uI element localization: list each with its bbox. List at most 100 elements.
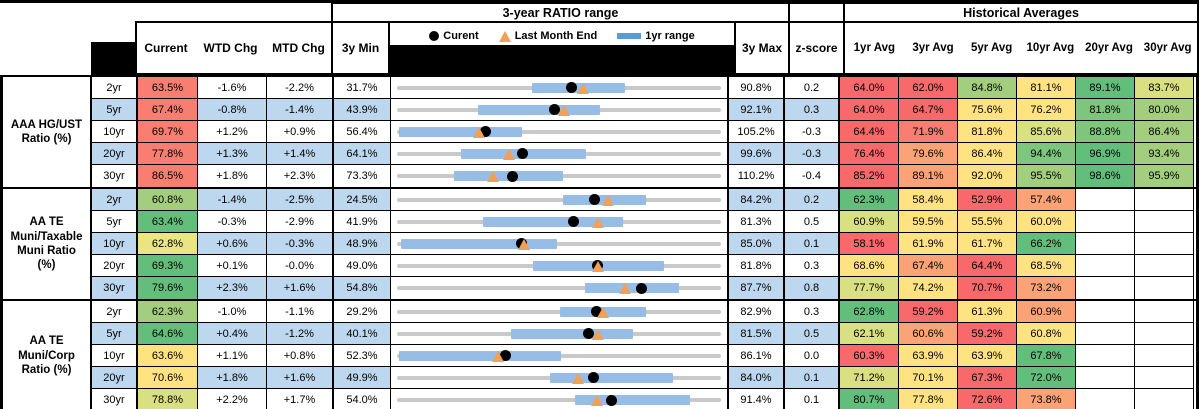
mtd-chg-cell[interactable]: -2.2% xyxy=(267,77,334,99)
current-cell[interactable]: 77.8% xyxy=(138,143,198,165)
avg-cell-5yr[interactable]: 75.6% xyxy=(958,99,1017,121)
avg-cell-1yr[interactable]: 85.2% xyxy=(840,165,899,187)
avg-cell-3yr[interactable]: 71.9% xyxy=(899,121,958,143)
mtd-chg-cell[interactable]: +1.4% xyxy=(267,143,334,165)
3y-min-cell[interactable]: 49.0% xyxy=(334,255,391,277)
3y-min-cell[interactable]: 40.1% xyxy=(334,323,391,345)
avg-cell-5yr[interactable]: 55.5% xyxy=(958,211,1017,233)
z-score-cell[interactable]: 0.2 xyxy=(785,77,840,99)
mtd-chg-cell[interactable]: -1.2% xyxy=(267,323,334,345)
avg-cell-3yr[interactable]: 63.9% xyxy=(899,345,958,367)
avg-cell-5yr[interactable]: 61.7% xyxy=(958,233,1017,255)
current-cell[interactable]: 63.5% xyxy=(138,77,198,99)
3y-min-cell[interactable]: 29.2% xyxy=(334,301,391,323)
3y-max-cell[interactable]: 81.5% xyxy=(729,323,785,345)
avg-cell-3yr[interactable]: 70.1% xyxy=(899,367,958,389)
avg-cell-3yr[interactable]: 89.1% xyxy=(899,165,958,187)
avg-cell-10yr[interactable]: 60.8% xyxy=(1017,323,1076,345)
current-cell[interactable]: 69.3% xyxy=(138,255,198,277)
avg-cell-30yr[interactable] xyxy=(1135,345,1194,367)
avg-cell-3yr[interactable]: 74.2% xyxy=(899,277,958,299)
avg-cell-30yr[interactable] xyxy=(1135,389,1194,409)
avg-cell-3yr[interactable]: 61.9% xyxy=(899,233,958,255)
tenor-cell[interactable]: 5yr xyxy=(92,99,138,121)
current-cell[interactable]: 78.8% xyxy=(138,389,198,409)
tenor-cell[interactable]: 10yr xyxy=(92,233,138,255)
3y-min-cell[interactable]: 24.5% xyxy=(334,189,391,211)
mtd-chg-cell[interactable]: -1.4% xyxy=(267,99,334,121)
z-score-cell[interactable]: -0.4 xyxy=(785,165,840,187)
3y-max-cell[interactable]: 86.1% xyxy=(729,345,785,367)
z-score-cell[interactable]: 0.3 xyxy=(785,301,840,323)
avg-cell-3yr[interactable]: 67.4% xyxy=(899,255,958,277)
avg-cell-20yr[interactable] xyxy=(1076,367,1135,389)
avg-cell-30yr[interactable] xyxy=(1135,301,1194,323)
3y-min-cell[interactable]: 54.0% xyxy=(334,389,391,409)
wtd-chg-cell[interactable]: +1.3% xyxy=(198,143,267,165)
mtd-chg-cell[interactable]: +2.3% xyxy=(267,165,334,187)
avg-cell-10yr[interactable]: 73.8% xyxy=(1017,389,1076,409)
wtd-chg-cell[interactable]: -1.4% xyxy=(198,189,267,211)
mtd-chg-cell[interactable]: +0.8% xyxy=(267,345,334,367)
tenor-cell[interactable]: 20yr xyxy=(92,255,138,277)
z-score-cell[interactable]: 0.3 xyxy=(785,255,840,277)
3y-max-cell[interactable]: 91.4% xyxy=(729,389,785,409)
group-label-cell[interactable]: AA TE Muni/Corp Ratio (%) xyxy=(3,301,92,409)
avg-cell-1yr[interactable]: 58.1% xyxy=(840,233,899,255)
avg-cell-30yr[interactable] xyxy=(1135,189,1194,211)
avg-cell-10yr[interactable]: 73.2% xyxy=(1017,277,1076,299)
tenor-cell[interactable]: 10yr xyxy=(92,345,138,367)
wtd-chg-cell[interactable]: -0.3% xyxy=(198,211,267,233)
3y-max-cell[interactable]: 84.2% xyxy=(729,189,785,211)
3y-min-cell[interactable]: 56.4% xyxy=(334,121,391,143)
avg-cell-5yr[interactable]: 86.4% xyxy=(958,143,1017,165)
mtd-chg-cell[interactable]: +1.6% xyxy=(267,367,334,389)
wtd-chg-cell[interactable]: +0.4% xyxy=(198,323,267,345)
mtd-chg-cell[interactable]: -0.0% xyxy=(267,255,334,277)
3y-max-cell[interactable]: 92.1% xyxy=(729,99,785,121)
current-cell[interactable]: 79.6% xyxy=(138,277,198,299)
current-cell[interactable]: 62.8% xyxy=(138,233,198,255)
z-score-cell[interactable]: 0.2 xyxy=(785,189,840,211)
3y-min-cell[interactable]: 48.9% xyxy=(334,233,391,255)
wtd-chg-cell[interactable]: +1.1% xyxy=(198,345,267,367)
avg-cell-20yr[interactable] xyxy=(1076,233,1135,255)
current-cell[interactable]: 67.4% xyxy=(138,99,198,121)
3y-max-cell[interactable]: 105.2% xyxy=(729,121,785,143)
avg-cell-3yr[interactable]: 58.4% xyxy=(899,189,958,211)
tenor-cell[interactable]: 20yr xyxy=(92,367,138,389)
avg-cell-30yr[interactable]: 95.9% xyxy=(1135,165,1194,187)
3y-max-cell[interactable]: 90.8% xyxy=(729,77,785,99)
avg-cell-1yr[interactable]: 80.7% xyxy=(840,389,899,409)
avg-cell-20yr[interactable] xyxy=(1076,345,1135,367)
avg-cell-10yr[interactable]: 95.5% xyxy=(1017,165,1076,187)
avg-cell-20yr[interactable] xyxy=(1076,211,1135,233)
z-score-cell[interactable]: 0.5 xyxy=(785,323,840,345)
3y-min-cell[interactable]: 73.3% xyxy=(334,165,391,187)
avg-cell-5yr[interactable]: 81.8% xyxy=(958,121,1017,143)
avg-cell-10yr[interactable]: 60.9% xyxy=(1017,301,1076,323)
avg-cell-20yr[interactable] xyxy=(1076,301,1135,323)
wtd-chg-cell[interactable]: +1.2% xyxy=(198,121,267,143)
wtd-chg-cell[interactable]: +0.6% xyxy=(198,233,267,255)
z-score-cell[interactable]: 0.5 xyxy=(785,211,840,233)
avg-cell-5yr[interactable]: 52.9% xyxy=(958,189,1017,211)
z-score-cell[interactable]: -0.3 xyxy=(785,143,840,165)
avg-cell-3yr[interactable]: 64.7% xyxy=(899,99,958,121)
avg-cell-3yr[interactable]: 79.6% xyxy=(899,143,958,165)
z-score-cell[interactable]: 0.1 xyxy=(785,233,840,255)
avg-cell-1yr[interactable]: 68.6% xyxy=(840,255,899,277)
3y-min-cell[interactable]: 31.7% xyxy=(334,77,391,99)
tenor-cell[interactable]: 10yr xyxy=(92,121,138,143)
wtd-chg-cell[interactable]: +1.8% xyxy=(198,367,267,389)
z-score-cell[interactable]: -0.3 xyxy=(785,121,840,143)
avg-cell-20yr[interactable] xyxy=(1076,255,1135,277)
tenor-cell[interactable]: 2yr xyxy=(92,189,138,211)
avg-cell-1yr[interactable]: 76.4% xyxy=(840,143,899,165)
avg-cell-10yr[interactable]: 81.1% xyxy=(1017,77,1076,99)
avg-cell-30yr[interactable] xyxy=(1135,277,1194,299)
avg-cell-1yr[interactable]: 62.3% xyxy=(840,189,899,211)
z-score-cell[interactable]: 0.1 xyxy=(785,389,840,409)
3y-max-cell[interactable]: 110.2% xyxy=(729,165,785,187)
avg-cell-20yr[interactable]: 89.1% xyxy=(1076,77,1135,99)
